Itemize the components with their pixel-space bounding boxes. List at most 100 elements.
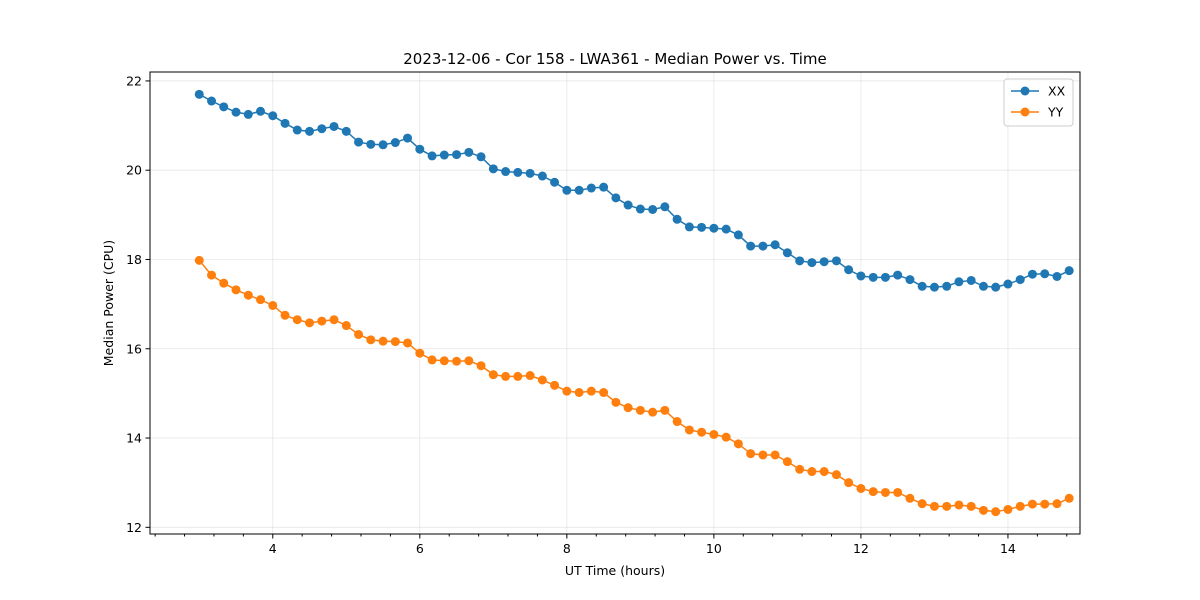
y-tick-label: 20 xyxy=(126,163,142,178)
data-point-xx xyxy=(513,167,523,177)
data-point-yy xyxy=(194,255,204,265)
data-point-xx xyxy=(207,96,217,106)
data-point-xx xyxy=(868,272,878,282)
data-point-yy xyxy=(880,487,890,497)
data-point-xx xyxy=(317,124,327,134)
data-point-yy xyxy=(537,375,547,385)
data-point-xx xyxy=(672,214,682,224)
data-point-yy xyxy=(586,386,596,396)
data-point-xx xyxy=(501,167,511,177)
x-tick-label: 8 xyxy=(563,541,571,556)
data-point-yy xyxy=(219,278,229,288)
data-point-yy xyxy=(1027,499,1037,509)
chart-title: 2023-12-06 - Cor 158 - LWA361 - Median P… xyxy=(403,50,827,68)
data-point-xx xyxy=(219,102,229,112)
plot-frame xyxy=(149,71,1081,535)
data-point-yy xyxy=(635,405,645,415)
data-point-yy xyxy=(525,371,535,381)
data-point-xx xyxy=(562,185,572,195)
data-point-yy xyxy=(672,417,682,427)
data-point-xx xyxy=(464,147,474,157)
series-line-yy xyxy=(198,259,1070,513)
data-point-xx xyxy=(978,281,988,291)
data-point-xx xyxy=(255,106,265,116)
data-point-xx xyxy=(280,118,290,128)
data-point-yy xyxy=(1003,504,1013,514)
data-point-yy xyxy=(770,450,780,460)
data-point-yy xyxy=(978,505,988,515)
data-point-xx xyxy=(966,275,976,285)
data-point-yy xyxy=(501,371,511,381)
data-point-yy xyxy=(819,467,829,477)
data-point-yy xyxy=(905,493,915,503)
data-point-xx xyxy=(635,204,645,214)
data-point-yy xyxy=(991,507,1001,517)
data-point-yy xyxy=(488,370,498,380)
data-point-xx xyxy=(574,185,584,195)
data-point-yy xyxy=(1040,499,1050,509)
data-point-yy xyxy=(513,371,523,381)
data-point-yy xyxy=(1052,499,1062,509)
data-point-yy xyxy=(329,315,339,325)
data-point-xx xyxy=(807,258,817,268)
data-point-yy xyxy=(623,403,633,413)
series-xx xyxy=(194,89,1074,292)
data-point-yy xyxy=(280,310,290,320)
data-point-xx xyxy=(660,202,670,212)
data-point-xx xyxy=(231,107,241,117)
data-point-yy xyxy=(966,501,976,511)
data-point-xx xyxy=(452,150,462,160)
data-point-xx xyxy=(917,281,927,291)
data-point-yy xyxy=(660,405,670,415)
data-point-yy xyxy=(954,500,964,510)
legend: XX YY xyxy=(1003,78,1074,127)
y-axis: 12 14 16 18 20 22 xyxy=(126,73,150,535)
data-point-xx xyxy=(550,177,560,187)
data-point-yy xyxy=(856,483,866,493)
data-point-xx xyxy=(611,193,621,203)
data-point-xx xyxy=(880,272,890,282)
data-point-xx xyxy=(305,126,315,136)
data-point-yy xyxy=(439,356,449,366)
data-point-xx xyxy=(684,222,694,232)
legend-marker-xx xyxy=(1020,86,1030,96)
data-point-yy xyxy=(292,315,302,325)
data-point-xx xyxy=(991,282,1001,292)
y-tick-label: 12 xyxy=(126,520,142,535)
data-point-yy xyxy=(378,336,388,346)
x-tick-label: 12 xyxy=(853,541,869,556)
data-point-xx xyxy=(243,109,253,119)
data-point-yy xyxy=(795,464,805,474)
data-point-yy xyxy=(684,425,694,435)
data-point-xx xyxy=(954,277,964,287)
data-point-yy xyxy=(1015,501,1025,511)
data-point-xx xyxy=(194,89,204,99)
data-point-yy xyxy=(942,501,952,511)
data-point-yy xyxy=(427,355,437,365)
y-tick-label: 16 xyxy=(126,341,142,356)
grid xyxy=(150,72,1080,534)
y-axis-label: Median Power (CPU) xyxy=(101,240,116,366)
x-tick-label: 4 xyxy=(269,541,277,556)
data-point-xx xyxy=(488,164,498,174)
data-point-xx xyxy=(929,282,939,292)
data-point-yy xyxy=(452,356,462,366)
series-layer xyxy=(194,89,1074,517)
data-point-yy xyxy=(255,295,265,305)
data-point-xx xyxy=(366,139,376,149)
data-point-xx xyxy=(525,168,535,178)
data-point-xx xyxy=(856,271,866,281)
data-point-xx xyxy=(770,240,780,250)
data-point-yy xyxy=(243,290,253,300)
data-point-yy xyxy=(831,470,841,480)
data-point-yy xyxy=(697,427,707,437)
data-point-xx xyxy=(721,224,731,234)
data-point-xx xyxy=(341,126,351,136)
data-point-xx xyxy=(390,138,400,148)
data-point-yy xyxy=(341,321,351,331)
data-point-yy xyxy=(733,439,743,449)
data-point-yy xyxy=(562,386,572,396)
x-tick-label: 10 xyxy=(706,541,722,556)
data-point-xx xyxy=(819,257,829,267)
